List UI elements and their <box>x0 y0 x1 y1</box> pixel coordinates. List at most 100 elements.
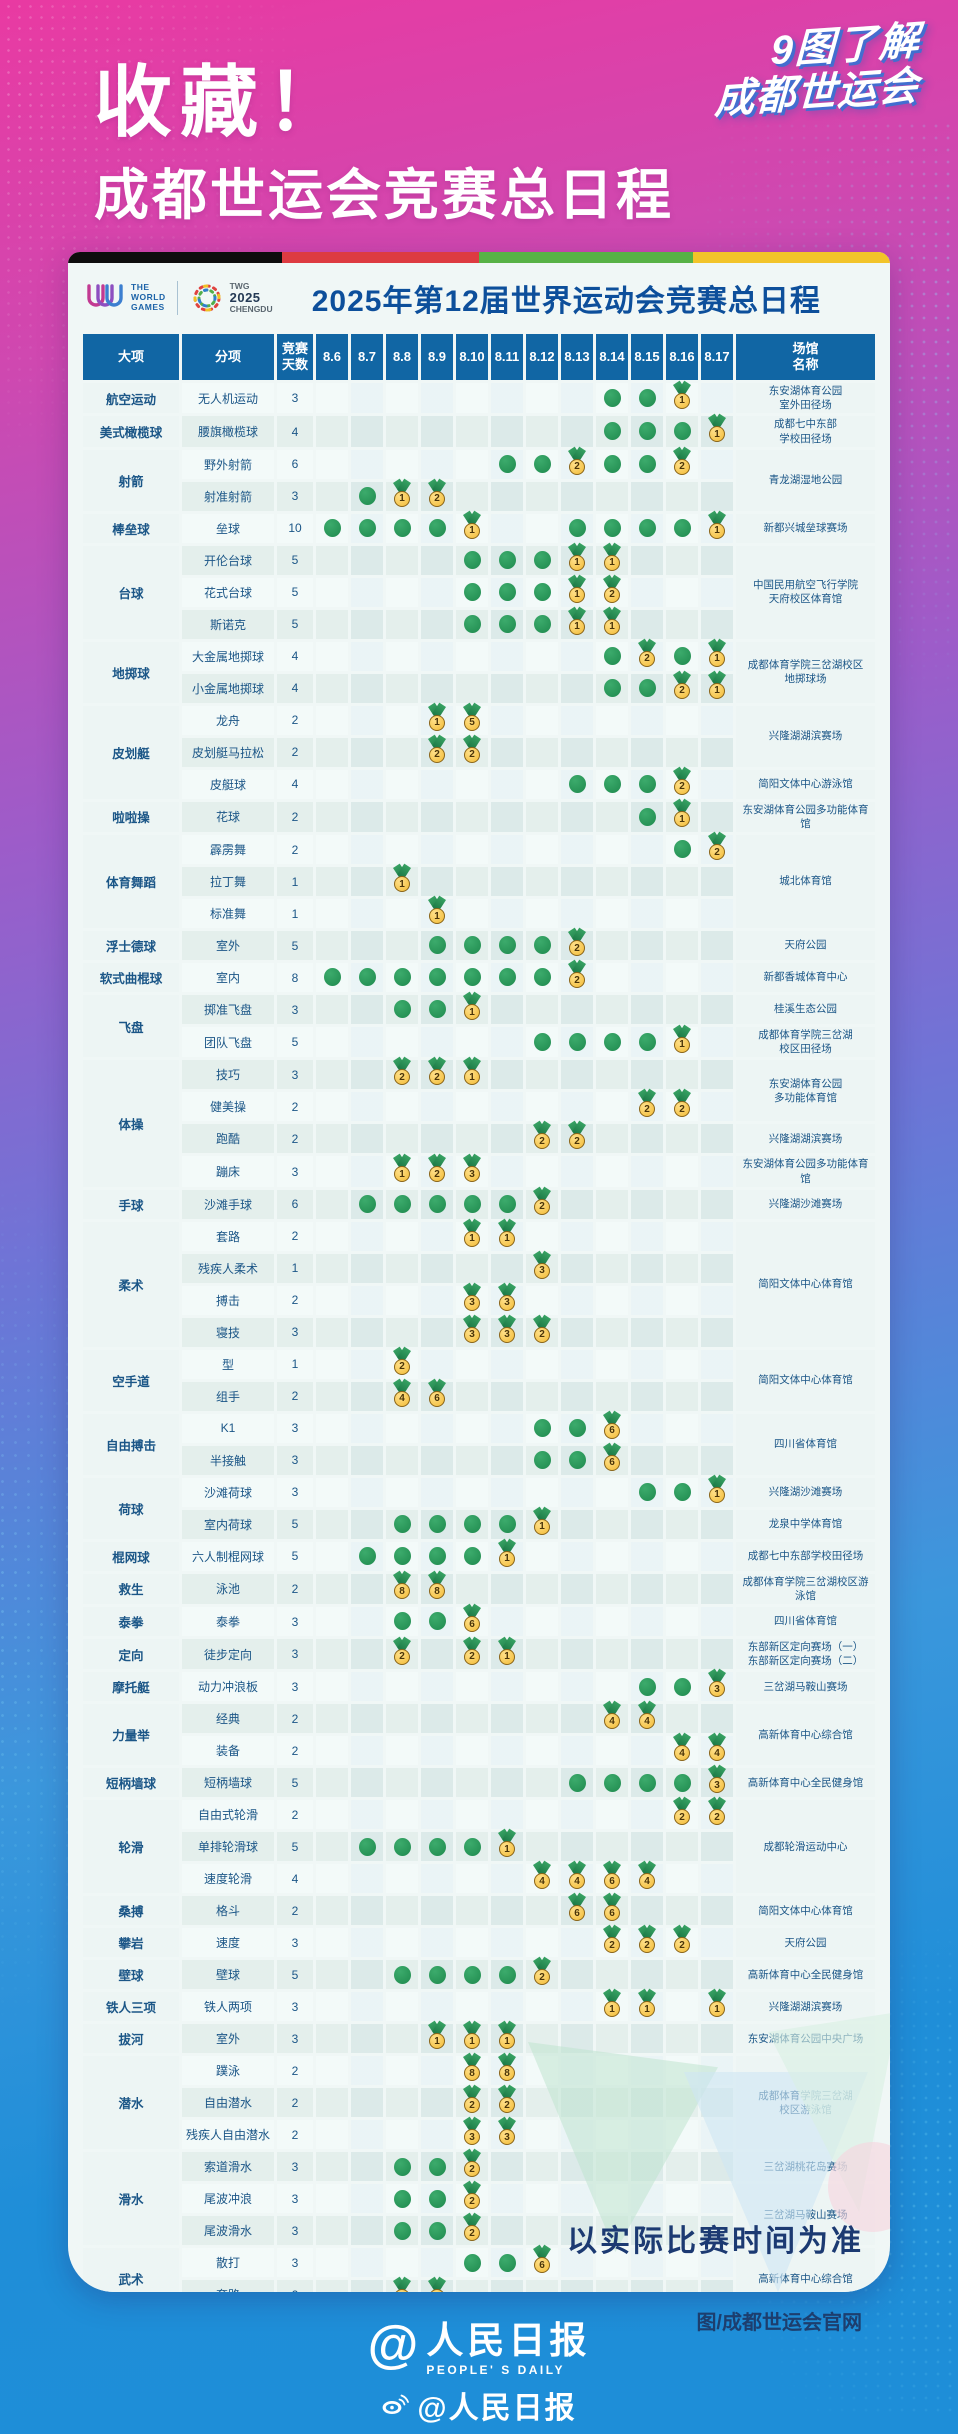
table-row: 浮士德球 室外 5 2 天府公园 <box>83 931 875 961</box>
schedule-day-cell <box>631 2088 663 2118</box>
schedule-day-cell <box>456 1413 488 1443</box>
world-games-w-icon <box>87 284 123 307</box>
schedule-day-cell <box>456 1381 488 1411</box>
schedule-day-cell <box>701 801 733 833</box>
schedule-day-cell <box>526 769 558 799</box>
schedule-day-cell <box>351 835 383 865</box>
column-header-date: 8.9 <box>421 334 453 380</box>
schedule-day-cell <box>526 1156 558 1187</box>
schedule-day-cell <box>491 449 523 479</box>
schedule-day-cell <box>421 2152 453 2182</box>
match-day-dot-icon <box>463 1195 481 1214</box>
schedule-day-cell <box>666 705 698 735</box>
competition-days-cell: 4 <box>277 1864 313 1894</box>
table-row: 体操 技巧 3 2 2 1 东安湖体育公园 多功能体育馆 <box>83 1060 875 1187</box>
schedule-day-cell <box>456 383 488 414</box>
color-bar-yellow <box>692 252 890 263</box>
column-header-date: 8.12 <box>526 334 558 380</box>
gold-medal-icon: 1 <box>390 483 414 510</box>
table-row: 棒垒球 垒球 10 1 1 新都兴城垒球赛场 <box>83 513 875 543</box>
schedule-day-cell <box>631 1768 663 1798</box>
competition-days-cell: 2 <box>277 1381 313 1411</box>
sub-event-cell: 室外 <box>182 931 274 961</box>
twg-text-city: CHENGDU <box>229 304 273 315</box>
schedule-day-cell <box>316 1027 348 1058</box>
schedule-day-cell: 2 <box>456 2152 488 2182</box>
table-row: 手球 沙滩手球 6 2 兴隆湖沙滩赛场 <box>83 1189 875 1219</box>
major-sport-cell: 射箭 <box>83 449 179 511</box>
schedule-day-cell <box>666 2152 698 2182</box>
schedule-day-cell: 3 <box>456 1317 488 1347</box>
schedule-day-cell <box>596 835 628 865</box>
schedule-day-cell <box>526 931 558 961</box>
schedule-day-cell <box>316 1768 348 1798</box>
schedule-day-cell <box>526 1832 558 1862</box>
schedule-day-cell <box>421 1607 453 1637</box>
schedule-day-cell <box>631 2248 663 2278</box>
schedule-day-cell: 1 <box>491 1832 523 1862</box>
major-sport-cell: 棍网球 <box>83 1541 179 1571</box>
column-header-date: 8.14 <box>596 334 628 380</box>
match-day-dot-icon <box>568 1451 586 1470</box>
schedule-day-cell: 4 <box>526 1864 558 1894</box>
schedule-day-cell <box>596 1768 628 1798</box>
venue-cell: 龙泉中学体育馆 <box>736 1509 875 1539</box>
schedule-day-cell <box>386 1896 418 1926</box>
schedule-day-cell <box>386 1736 418 1766</box>
schedule-day-cell <box>596 2184 628 2214</box>
schedule-day-cell: 2 <box>596 577 628 607</box>
match-day-dot-icon <box>533 615 551 634</box>
schedule-day-cell <box>316 1736 348 1766</box>
schedule-day-cell <box>701 1221 733 1251</box>
schedule-day-cell <box>631 1317 663 1347</box>
schedule-day-cell <box>596 481 628 511</box>
page-title: 成都世运会竞赛总日程 <box>94 164 675 226</box>
schedule-day-cell: 2 <box>701 835 733 865</box>
venue-cell: 成都体育学院三岔湖校区 地掷球场 <box>736 641 875 703</box>
sub-event-cell: 格斗 <box>182 1896 274 1926</box>
schedule-day-cell <box>351 641 383 671</box>
major-sport-cell: 潜水 <box>83 2056 179 2150</box>
sub-event-cell: 组手 <box>182 1381 274 1411</box>
schedule-day-cell: 6 <box>526 2248 558 2278</box>
schedule-day-cell <box>316 1992 348 2022</box>
gold-medal-icon: 1 <box>460 996 484 1023</box>
match-day-dot-icon <box>428 519 446 538</box>
schedule-day-cell: 2 <box>666 1800 698 1830</box>
competition-days-cell: 2 <box>277 2120 313 2150</box>
schedule-day-cell <box>456 2248 488 2278</box>
gold-medal-icon: 2 <box>460 2089 484 2116</box>
schedule-day-cell <box>631 1189 663 1219</box>
schedule-day-cell <box>351 1607 383 1637</box>
schedule-day-cell: 2 <box>386 1060 418 1090</box>
competition-days-cell: 4 <box>277 416 313 447</box>
match-day-dot-icon <box>358 1195 376 1214</box>
major-sport-cell: 滑水 <box>83 2152 179 2246</box>
competition-days-cell: 4 <box>277 769 313 799</box>
schedule-day-cell <box>351 1349 383 1379</box>
gold-medal-icon: 8 <box>425 1575 449 1602</box>
match-day-dot-icon <box>393 1195 411 1214</box>
schedule-day-cell <box>316 1189 348 1219</box>
schedule-day-cell <box>316 1864 348 1894</box>
schedule-day-cell <box>351 1156 383 1187</box>
schedule-day-cell <box>316 1092 348 1122</box>
schedule-day-cell <box>596 1027 628 1058</box>
schedule-day-cell <box>526 1221 558 1251</box>
schedule-day-cell <box>386 1413 418 1443</box>
sub-event-cell: 残疾人自由潜水 <box>182 2120 274 2150</box>
venue-cell: 桂溪生态公园 <box>736 995 875 1025</box>
table-row: 搏击 2 3 3 <box>83 1285 875 1315</box>
schedule-day-cell <box>561 2120 593 2150</box>
gold-medal-icon: 2 <box>425 1061 449 1088</box>
schedule-day-cell <box>596 1639 628 1670</box>
schedule-day-cell <box>456 416 488 447</box>
schedule-day-cell: 1 <box>701 416 733 447</box>
schedule-day-cell <box>701 1573 733 1605</box>
schedule-day-cell <box>526 449 558 479</box>
schedule-day-cell <box>351 1027 383 1058</box>
match-day-dot-icon <box>323 519 341 538</box>
schedule-day-cell <box>596 1607 628 1637</box>
schedule-day-cell <box>526 1060 558 1090</box>
schedule-day-cell <box>491 1768 523 1798</box>
